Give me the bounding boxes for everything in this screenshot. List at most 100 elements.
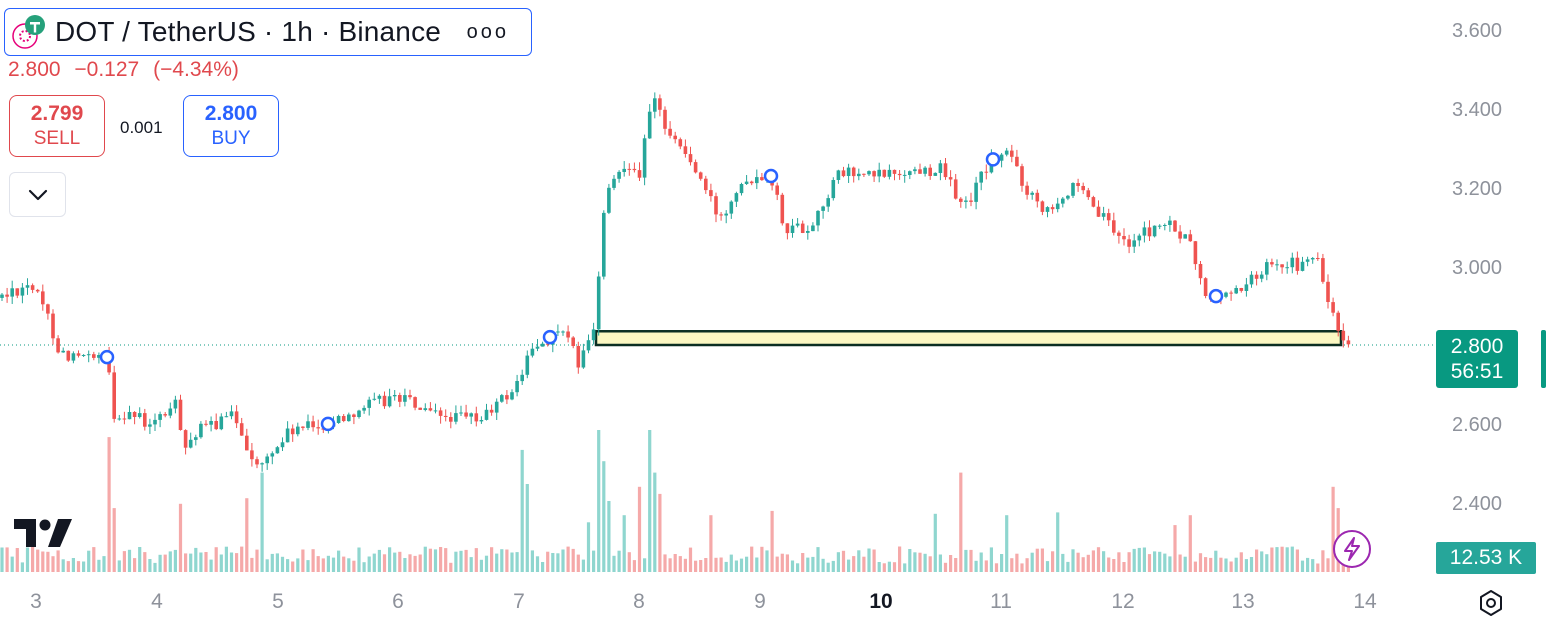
candle-body bbox=[790, 225, 795, 233]
candle-body bbox=[607, 187, 611, 213]
volume-bar bbox=[173, 549, 177, 572]
volume-bar bbox=[801, 553, 805, 572]
candle-body bbox=[744, 181, 749, 184]
candle-body bbox=[1244, 284, 1249, 291]
candle-body bbox=[290, 428, 295, 435]
candle-body bbox=[1030, 192, 1034, 195]
symbol-header[interactable]: DOT / TetherUS · 1h · Binance ooo bbox=[4, 8, 532, 56]
volume-bar bbox=[836, 552, 840, 572]
candle-body bbox=[556, 331, 560, 333]
volume-bar bbox=[918, 552, 922, 572]
volume-bar bbox=[785, 554, 789, 572]
candle-body bbox=[1305, 259, 1310, 262]
candle-body bbox=[576, 346, 581, 368]
candle-body bbox=[1086, 190, 1091, 198]
candle-body bbox=[0, 294, 4, 298]
volume-bar bbox=[903, 563, 907, 572]
volume-bar bbox=[459, 550, 463, 572]
candle-body bbox=[392, 395, 397, 397]
candle-body bbox=[1285, 267, 1289, 269]
sell-button[interactable]: 2.799 SELL bbox=[9, 95, 105, 157]
volume-bar bbox=[97, 559, 101, 572]
candle-body bbox=[234, 411, 239, 424]
candle-body bbox=[1040, 201, 1045, 212]
volume-bar bbox=[1127, 552, 1131, 572]
volume-bar bbox=[673, 554, 677, 572]
collapse-button[interactable] bbox=[9, 172, 66, 217]
candle-body bbox=[158, 414, 162, 420]
candle-body bbox=[979, 171, 983, 183]
candle-body bbox=[433, 410, 438, 412]
volume-bar bbox=[520, 449, 524, 572]
volume-bar bbox=[821, 558, 825, 572]
volume-bar bbox=[1198, 553, 1203, 572]
candle-body bbox=[1193, 241, 1198, 265]
time-axis-label: 10 bbox=[869, 590, 893, 613]
candle-body bbox=[887, 169, 892, 177]
volume-bar bbox=[954, 558, 958, 572]
candle-body bbox=[173, 399, 178, 409]
price-axis-label: 3.200 bbox=[1452, 178, 1503, 200]
volume-bar bbox=[729, 554, 733, 572]
volume-bar bbox=[892, 562, 897, 572]
candle-body bbox=[438, 410, 443, 416]
volume-bar bbox=[306, 560, 310, 572]
candle-body bbox=[1249, 274, 1254, 285]
volume-bar bbox=[138, 547, 142, 572]
volume-bar bbox=[433, 549, 438, 572]
candle-body bbox=[688, 154, 693, 163]
volume-bar bbox=[194, 547, 198, 572]
volume-bar bbox=[724, 561, 728, 572]
buy-button[interactable]: 2.800 BUY bbox=[183, 95, 279, 157]
price-axis-label: 3.400 bbox=[1452, 99, 1503, 121]
volume-bar bbox=[66, 561, 70, 572]
signal-marker bbox=[763, 168, 779, 184]
candle-body bbox=[928, 167, 932, 176]
candle-body bbox=[637, 170, 642, 178]
candle-body bbox=[877, 169, 881, 177]
candle-body bbox=[811, 225, 815, 232]
volume-bar bbox=[597, 430, 601, 572]
volume-bar bbox=[913, 552, 917, 572]
volume-bar bbox=[1178, 554, 1182, 572]
candle-body bbox=[347, 414, 351, 422]
candle-body bbox=[1061, 198, 1065, 204]
tradingview-logo-icon bbox=[14, 517, 74, 554]
volume-bar bbox=[1091, 550, 1095, 572]
candle-body bbox=[1132, 240, 1136, 247]
volume-bar bbox=[643, 558, 647, 572]
candle-body bbox=[316, 427, 320, 429]
candle-body bbox=[627, 168, 632, 170]
volume-bar bbox=[648, 430, 652, 572]
candle-body bbox=[729, 201, 734, 214]
candle-body bbox=[296, 426, 300, 435]
candle-body bbox=[1020, 166, 1024, 186]
candle-body bbox=[857, 173, 861, 177]
scroll-handle[interactable] bbox=[1541, 330, 1546, 388]
current-price: 2.800 bbox=[1450, 335, 1504, 358]
candle-body bbox=[194, 437, 198, 440]
volume-bar bbox=[1086, 554, 1090, 572]
candle-body bbox=[709, 190, 713, 197]
settings-icon[interactable] bbox=[1476, 588, 1506, 618]
lightning-icon[interactable] bbox=[1333, 530, 1371, 568]
volume-bar bbox=[541, 562, 545, 572]
volume-bar bbox=[296, 558, 300, 572]
candle-body bbox=[999, 154, 1004, 161]
volume-bar bbox=[153, 562, 157, 572]
candle-body bbox=[428, 408, 433, 411]
volume-bar bbox=[112, 508, 116, 572]
volume-bar bbox=[887, 561, 891, 572]
volume-bar bbox=[1076, 552, 1080, 572]
candle-body bbox=[275, 447, 280, 454]
candle-body bbox=[1316, 258, 1320, 259]
candle-body bbox=[51, 313, 55, 339]
candle-body bbox=[265, 456, 269, 464]
candle-body bbox=[1117, 232, 1121, 236]
more-options-icon[interactable]: ooo bbox=[466, 20, 509, 43]
volume-bar bbox=[709, 515, 713, 572]
volume-bar bbox=[122, 551, 126, 572]
volume-bar bbox=[581, 559, 585, 572]
volume-bar bbox=[495, 553, 499, 572]
